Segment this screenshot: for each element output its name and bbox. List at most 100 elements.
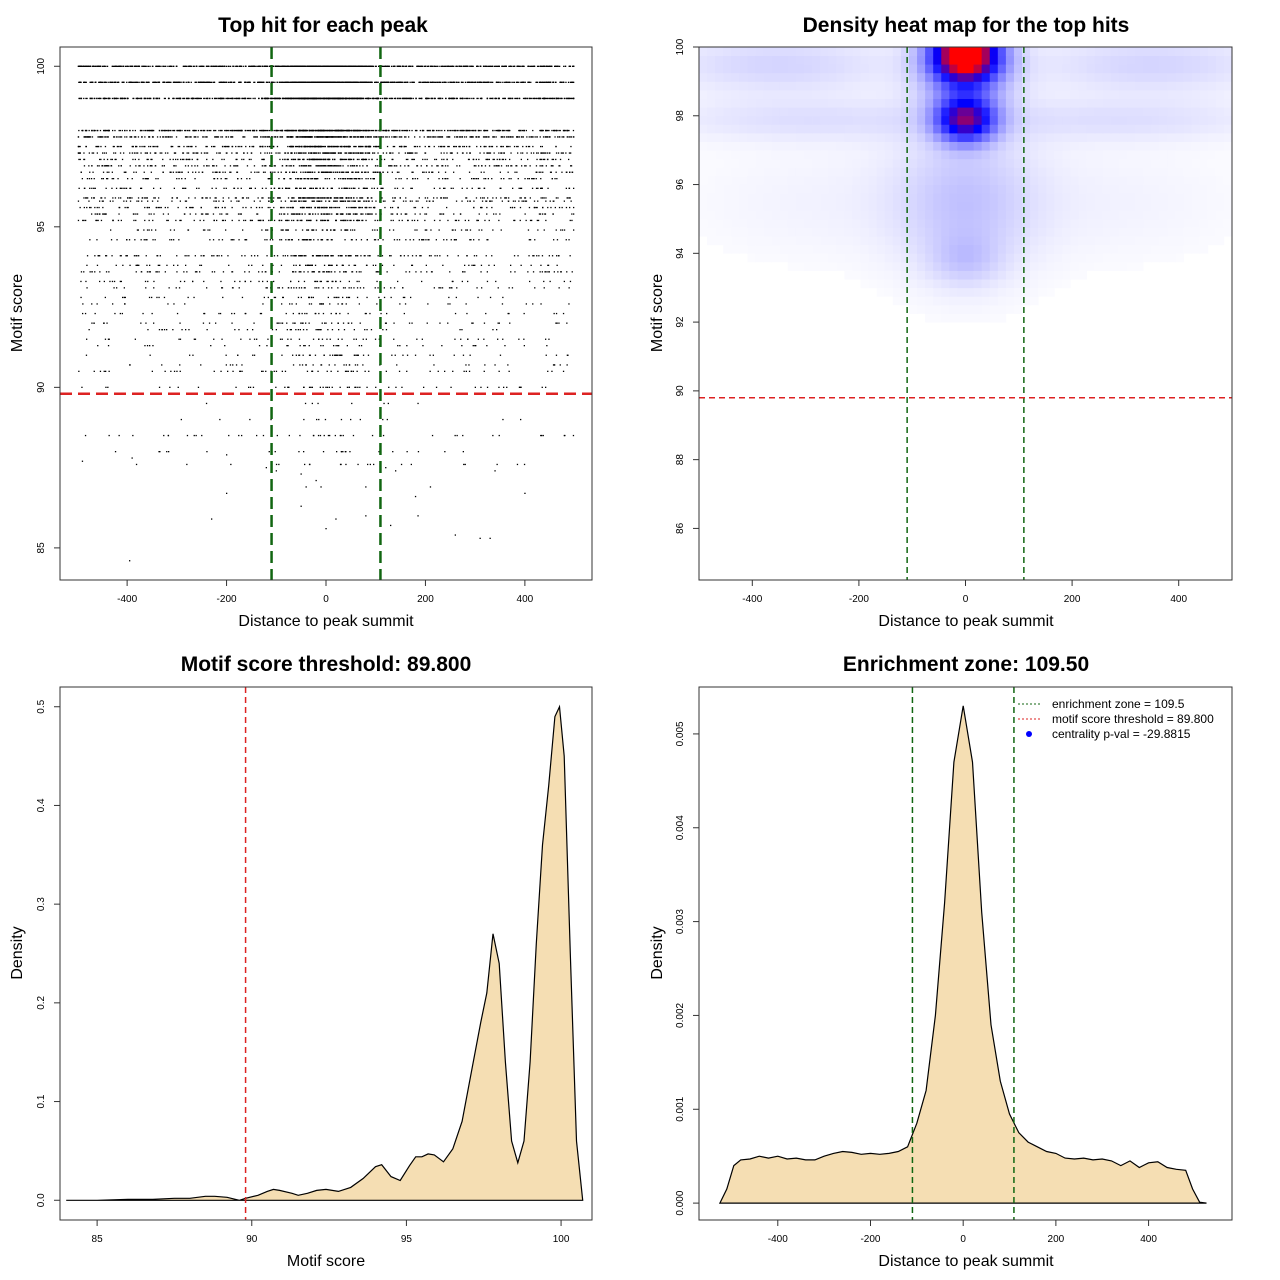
scatter-point (450, 187, 452, 189)
scatter-point (451, 152, 453, 154)
scatter-point (342, 178, 344, 180)
scatter-point (418, 81, 420, 83)
scatter-point (478, 158, 480, 161)
scatter-point (557, 97, 559, 100)
scatter-point (176, 178, 178, 180)
scatter-point (290, 97, 292, 100)
scatter-point (517, 136, 519, 138)
scatter-point (147, 158, 149, 161)
scatter-point (169, 65, 172, 67)
scatter-point (230, 171, 232, 173)
scatter-point (167, 129, 170, 132)
scatter-point (195, 81, 197, 83)
scatter-point (326, 178, 328, 180)
scatter-point (178, 129, 180, 132)
scatter-point (188, 136, 190, 138)
scatter-point (434, 158, 436, 161)
scatter-point (366, 152, 368, 154)
scatter-point (344, 187, 346, 189)
scatter-point (125, 65, 127, 67)
scatter-point (319, 187, 321, 189)
scatter-point (324, 165, 326, 167)
scatter-point (410, 187, 412, 189)
scatter-point (552, 158, 555, 161)
scatter-point (336, 97, 338, 100)
scatter-point (509, 136, 511, 138)
scatter-point (389, 152, 391, 154)
scatter-point (219, 152, 221, 154)
scatter-point (306, 65, 308, 67)
scatter-point (538, 65, 540, 67)
scatter-point (98, 65, 100, 67)
scatter-point (413, 81, 415, 83)
scatter-point (287, 136, 290, 138)
scatter-point (444, 165, 447, 167)
scatter-point (119, 129, 121, 132)
scatter-point (522, 129, 524, 132)
scatter-point (310, 136, 312, 138)
scatter-point (290, 145, 292, 148)
scatter-point (247, 97, 250, 100)
scatter-point (315, 65, 317, 67)
scatter-point (131, 152, 133, 154)
scatter-point (139, 145, 141, 148)
scatter-point (239, 145, 241, 148)
scatter-point (339, 129, 341, 132)
scatter-point (317, 136, 319, 138)
scatter-point (281, 165, 283, 167)
scatter-point (221, 145, 224, 148)
scatter-point (513, 81, 515, 83)
scatter-point (252, 129, 254, 132)
scatter-point (508, 65, 510, 67)
scatter-point (90, 65, 92, 67)
scatter-point (408, 129, 411, 132)
scatter-point (332, 81, 334, 83)
scatter-point (545, 165, 547, 167)
scatter-point (102, 65, 104, 67)
scatter-point (343, 129, 345, 132)
scatter-point (122, 97, 124, 100)
scatter-point (357, 136, 359, 138)
scatter-point (538, 81, 540, 83)
scatter-point (381, 65, 383, 67)
scatter-point (312, 81, 314, 83)
scatter-point (283, 65, 285, 67)
scatter-point (222, 97, 225, 100)
scatter-point (315, 81, 317, 83)
scatter-point (390, 165, 392, 167)
scatter-point (352, 81, 355, 83)
scatter-point (322, 145, 325, 148)
scatter-point (221, 136, 224, 138)
scatter-point (316, 187, 318, 189)
scatter-point (434, 65, 436, 67)
scatter-point (117, 81, 120, 83)
scatter-point (540, 65, 542, 67)
scatter-point (480, 171, 482, 173)
scatter-point (107, 165, 109, 167)
scatter-point (469, 81, 471, 83)
scatter-point (290, 145, 293, 148)
scatter-point (315, 152, 317, 154)
scatter-point (462, 129, 465, 132)
scatter-point (227, 81, 230, 83)
scatter-point (343, 145, 345, 148)
scatter-point (365, 158, 367, 161)
scatter-point (551, 129, 553, 132)
scatter-point (483, 129, 485, 132)
scatter-point (194, 81, 196, 83)
scatter-point (213, 65, 215, 67)
scatter-point (189, 158, 191, 161)
scatter-point (170, 171, 172, 173)
scatter-point (335, 136, 337, 138)
scatter-point (325, 158, 327, 161)
scatter-point (256, 171, 258, 173)
scatter-point (136, 97, 139, 100)
scatter-point (140, 187, 142, 189)
scatter-point (382, 136, 385, 138)
scatter-point (222, 81, 225, 83)
scatter-point (495, 65, 497, 67)
scatter-point (329, 171, 331, 173)
scatter-point (204, 136, 206, 138)
scatter-point (375, 97, 377, 100)
scatter-point (138, 65, 141, 67)
